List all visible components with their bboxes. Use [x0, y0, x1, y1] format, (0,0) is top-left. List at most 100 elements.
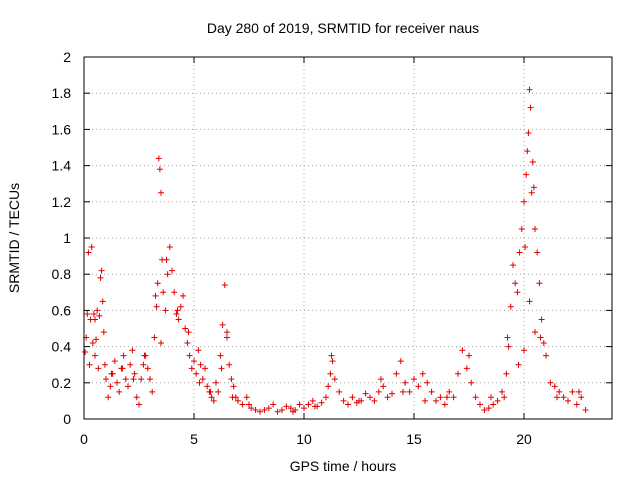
data-point [523, 171, 530, 178]
x-tick-label: 0 [80, 431, 88, 447]
data-point [521, 347, 527, 354]
data-point [345, 401, 351, 408]
data-point [499, 388, 505, 395]
data-point [540, 339, 547, 346]
data-point [488, 394, 494, 401]
data-point [397, 358, 404, 365]
data-point [481, 406, 488, 413]
data-point [261, 406, 268, 413]
data-point [131, 370, 138, 377]
data-point [490, 401, 497, 408]
data-point [93, 336, 100, 343]
data-point [199, 376, 206, 383]
data-point [477, 401, 483, 408]
data-point [164, 271, 171, 278]
data-point [433, 397, 439, 404]
data-point [226, 361, 233, 368]
data-point [140, 361, 147, 368]
data-point [279, 406, 285, 413]
data-point [229, 394, 236, 401]
data-point [301, 405, 307, 412]
data-point [503, 370, 510, 377]
data-point [325, 383, 332, 390]
data-point [120, 352, 127, 359]
data-point [287, 405, 294, 412]
data-point [136, 401, 142, 408]
data-point [529, 158, 536, 165]
data-point [349, 394, 356, 401]
data-point [485, 405, 492, 412]
data-point [252, 406, 259, 413]
data-point [576, 388, 582, 395]
data-point [526, 298, 533, 305]
data-point [108, 370, 115, 377]
data-point [221, 282, 228, 289]
data-point [422, 397, 428, 404]
data-point [133, 394, 140, 401]
data-point [105, 394, 112, 401]
data-point [185, 329, 192, 336]
data-point [518, 225, 525, 232]
data-point [522, 244, 529, 251]
data-point [466, 352, 472, 359]
data-point [156, 166, 163, 173]
data-point [524, 148, 531, 155]
data-point [197, 361, 204, 368]
data-point [554, 394, 560, 401]
data-point [327, 370, 334, 377]
data-point [228, 376, 235, 383]
data-point [336, 388, 343, 395]
data-point [521, 198, 527, 205]
data-point [400, 388, 406, 395]
data-point [184, 339, 191, 346]
data-point [560, 394, 567, 401]
x-tick-label: 15 [406, 431, 422, 447]
data-point [152, 292, 159, 299]
y-tick-label: 1 [63, 230, 71, 246]
data-point [516, 249, 523, 256]
data-point [243, 394, 250, 401]
data-point [215, 388, 222, 395]
data-point [270, 401, 277, 408]
data-point [235, 397, 241, 404]
chart-title: Day 280 of 2019, SRMTID for receiver nau… [207, 20, 479, 36]
y-tick-labels: 0 0.2 0.4 0.6 0.8 1 1.2 1.4 1.6 1.8 2 [52, 49, 72, 427]
data-point [169, 267, 175, 274]
data-point [296, 401, 303, 408]
data-point [371, 397, 378, 404]
data-point [141, 352, 148, 359]
data-point [114, 379, 120, 386]
data-point [446, 388, 453, 395]
y-tick-label: 0.8 [52, 266, 72, 282]
data-point [537, 334, 544, 341]
data-point [380, 383, 387, 390]
data-point [450, 394, 457, 401]
data-point [362, 390, 369, 397]
data-points [82, 86, 589, 415]
data-point [318, 399, 325, 406]
data-point [210, 397, 217, 404]
data-point [556, 388, 563, 395]
data-point [257, 408, 263, 415]
data-point [504, 334, 511, 341]
data-point [129, 347, 136, 354]
data-point [92, 352, 98, 359]
axis-ticks [83, 56, 612, 420]
data-point [188, 365, 195, 372]
data-point [428, 388, 435, 395]
data-point [224, 329, 230, 336]
data-point [85, 249, 92, 256]
data-point [515, 361, 522, 368]
data-point [207, 388, 214, 395]
data-point [82, 349, 89, 356]
data-point [90, 311, 97, 318]
data-point [230, 383, 237, 390]
data-point [463, 365, 470, 372]
data-point [578, 394, 585, 401]
data-point [89, 339, 96, 346]
data-point [331, 376, 338, 383]
data-point [573, 401, 580, 408]
data-point [532, 225, 538, 232]
y-tick-label: 1.4 [52, 158, 72, 174]
